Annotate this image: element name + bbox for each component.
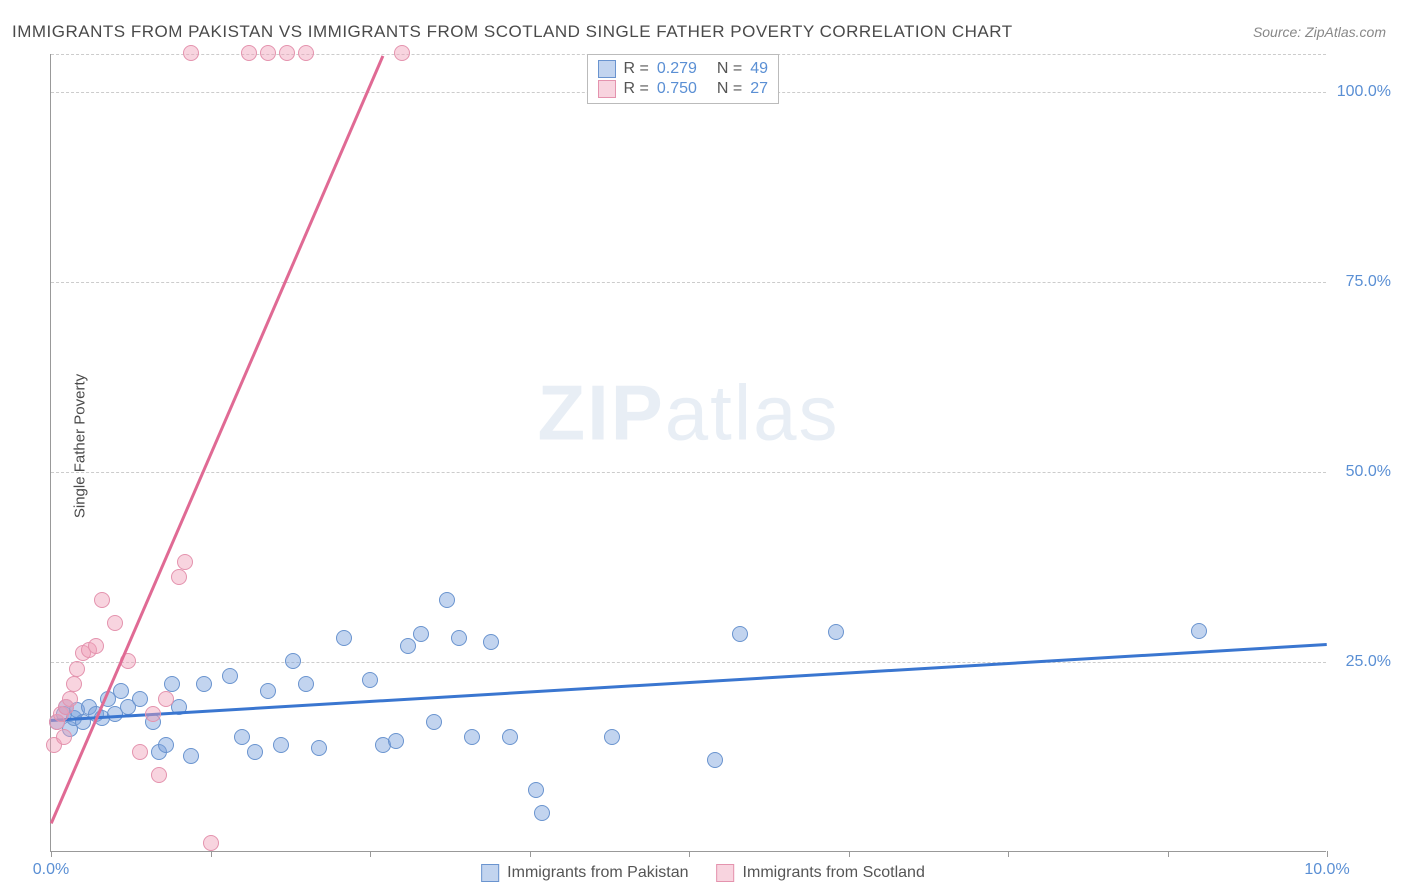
data-point bbox=[451, 630, 467, 646]
trend-line bbox=[50, 55, 384, 824]
data-point bbox=[426, 714, 442, 730]
x-tick bbox=[211, 851, 212, 857]
plot-area: ZIPatlas R = 0.279N = 49R = 0.750N = 27 … bbox=[50, 54, 1326, 852]
data-point bbox=[203, 835, 219, 851]
data-point bbox=[285, 653, 301, 669]
data-point bbox=[171, 569, 187, 585]
data-point bbox=[241, 45, 257, 61]
data-point bbox=[464, 729, 480, 745]
y-tick-label: 75.0% bbox=[1346, 273, 1391, 291]
data-point bbox=[502, 729, 518, 745]
data-point bbox=[177, 554, 193, 570]
data-point bbox=[604, 729, 620, 745]
data-point bbox=[298, 676, 314, 692]
x-tick bbox=[1327, 851, 1328, 857]
legend-r-value: 0.279 bbox=[657, 60, 697, 78]
data-point bbox=[222, 668, 238, 684]
data-point bbox=[732, 626, 748, 642]
legend-stats-box: R = 0.279 N = 49 R = 0.750 N = 27 bbox=[587, 54, 780, 104]
data-point bbox=[158, 691, 174, 707]
data-point bbox=[260, 45, 276, 61]
legend-n-value: 49 bbox=[750, 60, 768, 78]
data-point bbox=[66, 676, 82, 692]
chart-title: IMMIGRANTS FROM PAKISTAN VS IMMIGRANTS F… bbox=[12, 22, 1013, 42]
data-point bbox=[311, 740, 327, 756]
legend-swatch bbox=[598, 60, 616, 78]
data-point bbox=[132, 744, 148, 760]
data-point bbox=[394, 45, 410, 61]
data-point bbox=[400, 638, 416, 654]
legend-swatch bbox=[598, 80, 616, 98]
legend-stats-row: R = 0.750 N = 27 bbox=[598, 79, 769, 99]
legend-r-label: R = bbox=[624, 80, 649, 98]
legend-n-value: 27 bbox=[750, 80, 768, 98]
x-tick bbox=[51, 851, 52, 857]
legend-label: Immigrants from Pakistan bbox=[507, 864, 688, 882]
data-point bbox=[183, 748, 199, 764]
gridline bbox=[51, 282, 1326, 283]
legend-n-label: N = bbox=[717, 60, 742, 78]
legend-item: Immigrants from Scotland bbox=[717, 864, 925, 882]
data-point bbox=[183, 45, 199, 61]
data-point bbox=[132, 691, 148, 707]
data-point bbox=[234, 729, 250, 745]
x-tick bbox=[530, 851, 531, 857]
data-point bbox=[94, 592, 110, 608]
data-point bbox=[247, 744, 263, 760]
data-point bbox=[336, 630, 352, 646]
data-point bbox=[69, 661, 85, 677]
data-point bbox=[528, 782, 544, 798]
data-point bbox=[158, 737, 174, 753]
data-point bbox=[483, 634, 499, 650]
data-point bbox=[62, 691, 78, 707]
data-point bbox=[413, 626, 429, 642]
data-point bbox=[260, 683, 276, 699]
data-point bbox=[196, 676, 212, 692]
legend-item: Immigrants from Pakistan bbox=[481, 864, 688, 882]
data-point bbox=[151, 767, 167, 783]
data-point bbox=[107, 615, 123, 631]
legend-n-label: N = bbox=[717, 80, 742, 98]
legend-label: Immigrants from Scotland bbox=[743, 864, 925, 882]
x-tick-label: 0.0% bbox=[33, 861, 69, 879]
data-point bbox=[113, 683, 129, 699]
x-tick bbox=[1168, 851, 1169, 857]
data-point bbox=[388, 733, 404, 749]
source-attribution: Source: ZipAtlas.com bbox=[1253, 24, 1386, 40]
legend-r-label: R = bbox=[624, 60, 649, 78]
y-tick-label: 50.0% bbox=[1346, 463, 1391, 481]
legend-r-value: 0.750 bbox=[657, 80, 697, 98]
x-tick bbox=[1008, 851, 1009, 857]
data-point bbox=[828, 624, 844, 640]
data-point bbox=[298, 45, 314, 61]
data-point bbox=[279, 45, 295, 61]
data-point bbox=[273, 737, 289, 753]
data-point bbox=[362, 672, 378, 688]
gridline bbox=[51, 472, 1326, 473]
data-point bbox=[534, 805, 550, 821]
data-point bbox=[56, 729, 72, 745]
trend-line bbox=[51, 643, 1327, 721]
legend-bottom: Immigrants from Pakistan Immigrants from … bbox=[481, 864, 925, 882]
watermark: ZIPatlas bbox=[537, 367, 839, 458]
legend-swatch bbox=[481, 864, 499, 882]
gridline bbox=[51, 662, 1326, 663]
data-point bbox=[164, 676, 180, 692]
x-tick bbox=[370, 851, 371, 857]
legend-stats-row: R = 0.279 N = 49 bbox=[598, 59, 769, 79]
data-point bbox=[439, 592, 455, 608]
x-tick-label: 10.0% bbox=[1304, 861, 1349, 879]
y-tick-label: 100.0% bbox=[1337, 83, 1391, 101]
data-point bbox=[707, 752, 723, 768]
x-tick bbox=[689, 851, 690, 857]
y-tick-label: 25.0% bbox=[1346, 653, 1391, 671]
legend-swatch bbox=[717, 864, 735, 882]
data-point bbox=[1191, 623, 1207, 639]
data-point bbox=[145, 706, 161, 722]
data-point bbox=[88, 638, 104, 654]
x-tick bbox=[849, 851, 850, 857]
